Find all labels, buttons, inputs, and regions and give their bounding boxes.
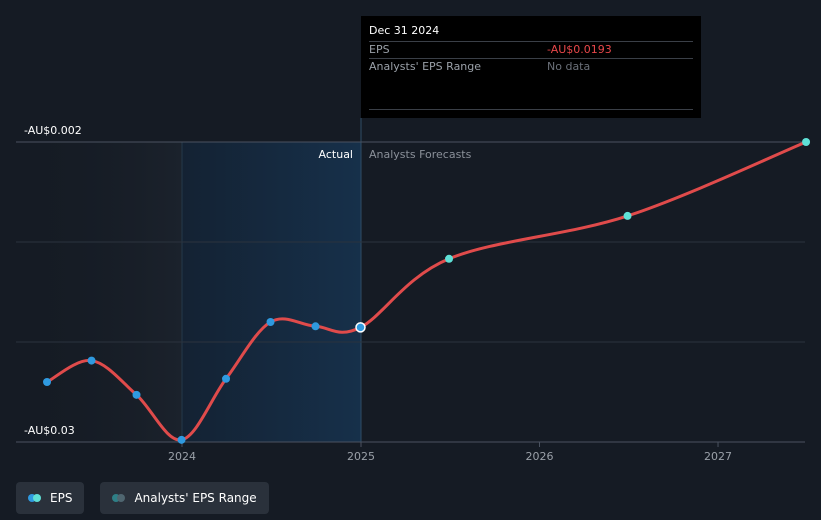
y-label-bottom: -AU$0.03 [24, 424, 75, 437]
eps-point-forecast [623, 211, 632, 220]
eps-legend-dot-forecast [33, 494, 41, 502]
tooltip-row-range: Analysts' EPS Range No data [369, 58, 693, 75]
divider-label-forecast: Analysts Forecasts [369, 148, 472, 161]
tooltip-row-eps: EPS -AU$0.0193 [369, 41, 693, 58]
legend-item-eps-range[interactable]: Analysts' EPS Range [100, 482, 269, 514]
eps-point-actual [132, 390, 141, 399]
past-period-shade [16, 142, 182, 442]
x-tick-label: 2027 [704, 450, 732, 463]
eps-point-actual [87, 356, 96, 365]
eps-point-forecast [802, 138, 811, 146]
tooltip-range-label: Analysts' EPS Range [369, 60, 482, 73]
eps-point-actual [355, 322, 366, 333]
eps-range-legend-dot-b [117, 494, 126, 502]
eps-point-actual [266, 318, 275, 326]
eps-range-legend-dot-a [112, 494, 121, 502]
eps-point-actual [43, 378, 52, 386]
eps-legend-dot-actual [28, 494, 36, 502]
tooltip-divider [369, 109, 693, 110]
eps-point-actual [311, 322, 320, 331]
tooltip-eps-value: -AU$0.0193 [547, 43, 612, 56]
tooltip-range-value: No data [547, 60, 591, 73]
eps-range-legend-icon [112, 494, 126, 502]
x-tick-label: 2024 [168, 450, 196, 463]
eps-legend-icon [28, 494, 42, 502]
y-label-top: -AU$0.002 [24, 124, 82, 137]
tooltip: Dec 31 2024 EPS -AU$0.0193 Analysts' EPS… [361, 16, 701, 118]
tooltip-eps-label: EPS [369, 43, 390, 56]
x-tick-label: 2026 [526, 450, 554, 463]
legend-item-eps[interactable]: EPS [16, 482, 85, 514]
selected-year-shade [182, 142, 361, 442]
eps-point-actual [222, 374, 231, 383]
legend: EPS Analysts' EPS Range [16, 482, 269, 514]
tooltip-date: Dec 31 2024 [369, 24, 440, 37]
eps-point-forecast [445, 254, 454, 263]
legend-label-eps-range: Analysts' EPS Range [134, 491, 257, 505]
legend-label-eps: EPS [50, 491, 73, 505]
divider-label-actual: Actual [319, 148, 353, 161]
x-tick-label: 2025 [347, 450, 375, 463]
eps-point-actual [177, 435, 186, 444]
